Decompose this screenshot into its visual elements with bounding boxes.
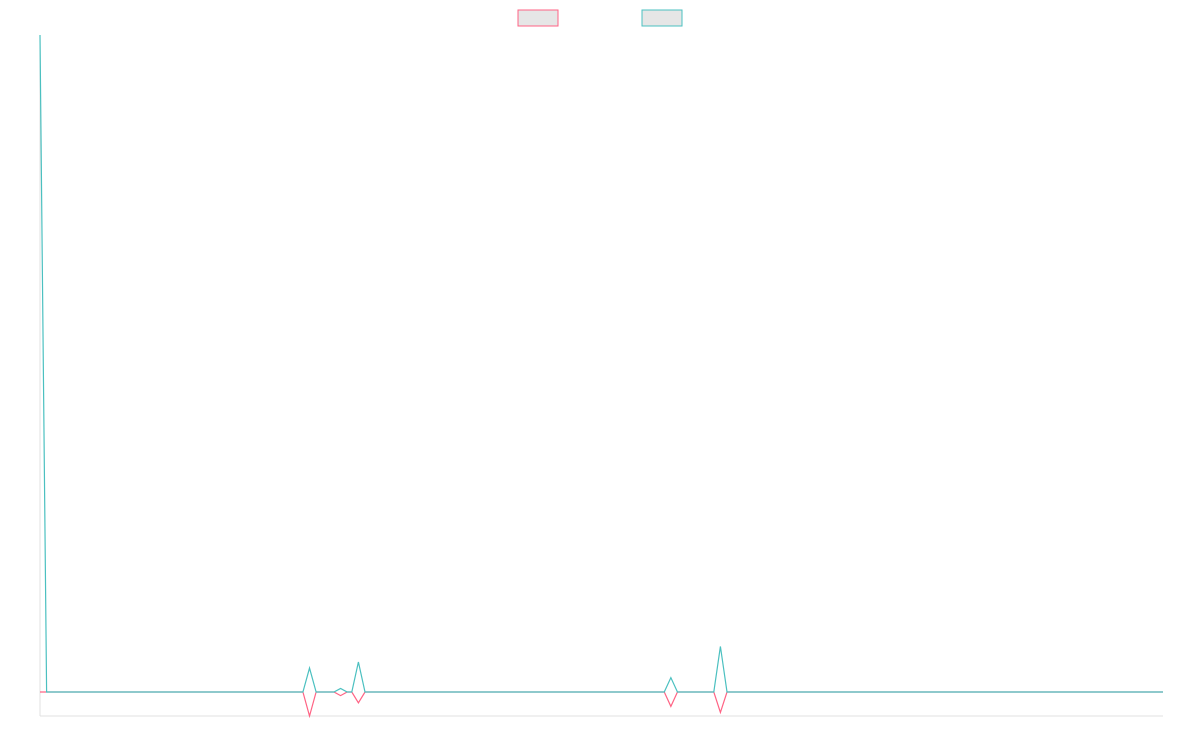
data-line	[39, 34, 1163, 693]
data-line	[40, 691, 1163, 719]
legend-swatch	[641, 9, 683, 27]
legend-swatch	[517, 9, 559, 27]
